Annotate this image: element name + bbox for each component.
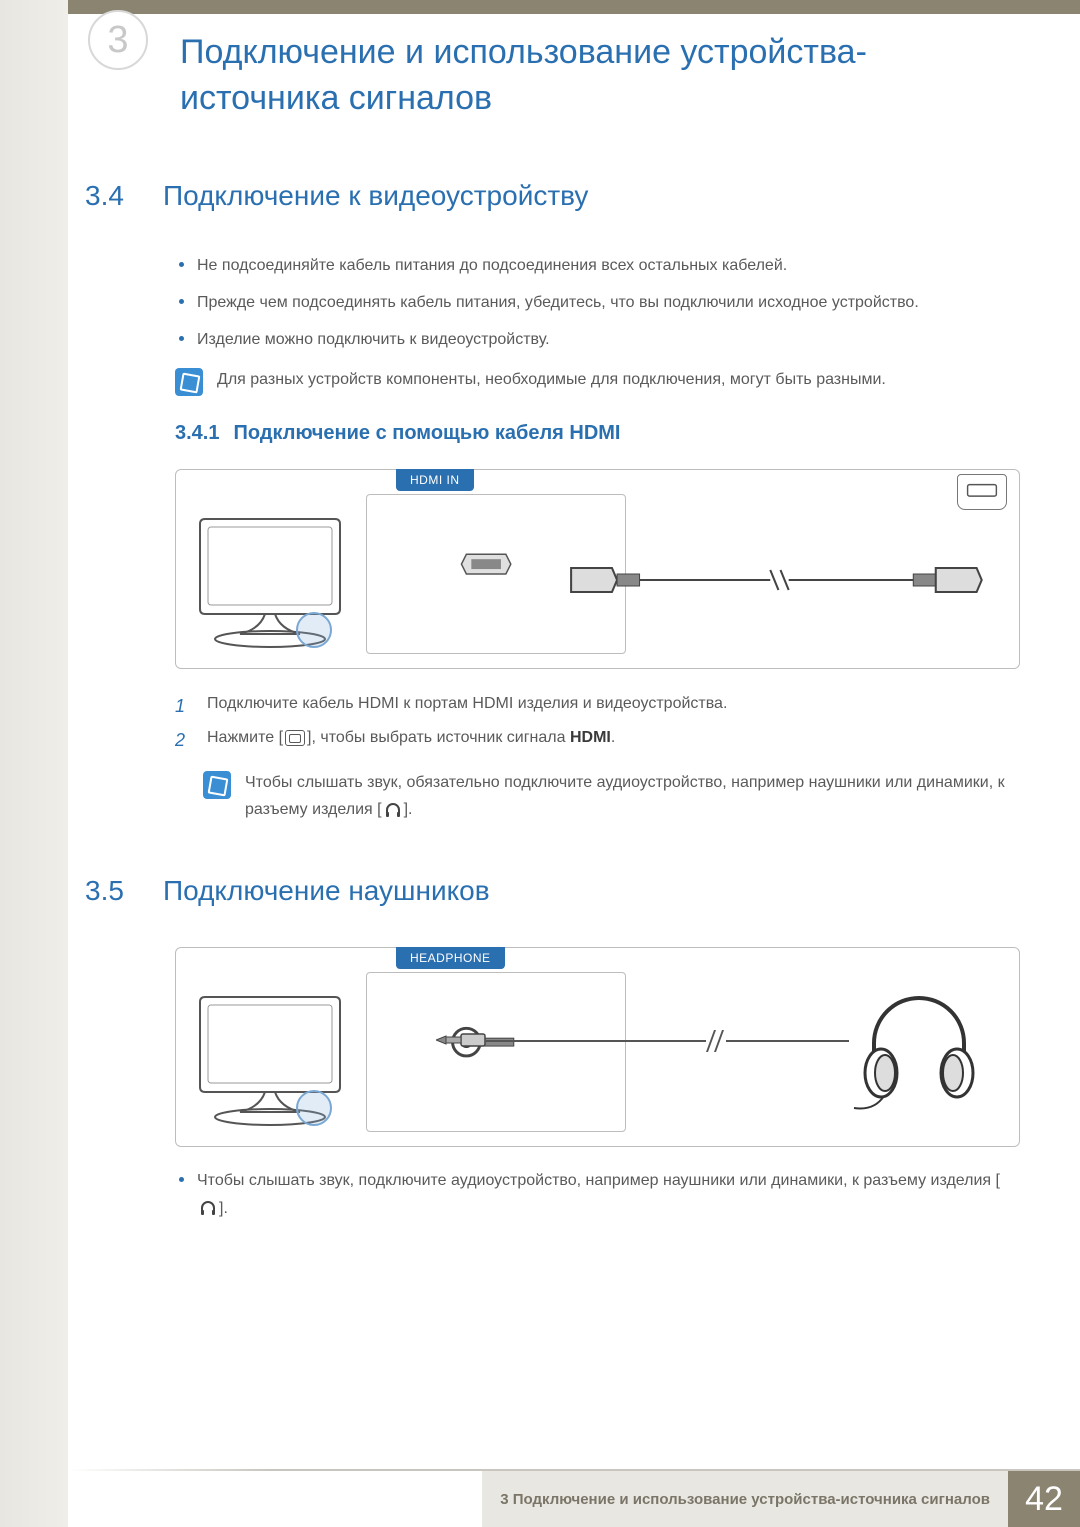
step-number: 2 bbox=[175, 723, 193, 757]
cable-line-icon bbox=[486, 1040, 849, 1042]
text-fragment: ], чтобы выбрать источник сигнала bbox=[307, 729, 570, 746]
step-item: 2 Нажмите [ ], чтобы выбрать источник сиг… bbox=[175, 723, 1020, 757]
note-block: Чтобы слышать звук, обязательно подключи… bbox=[203, 769, 1020, 823]
top-bar bbox=[0, 0, 1080, 14]
text-fragment: . bbox=[611, 729, 615, 746]
port-highlight-icon bbox=[296, 612, 332, 648]
source-device-port-icon bbox=[957, 474, 1007, 510]
cable-break-icon bbox=[706, 1030, 726, 1052]
chapter-title: Подключение и использование устройства-и… bbox=[180, 30, 1020, 122]
section-3-5-bullets: Чтобы слышать звук, подключите аудиоустр… bbox=[175, 1167, 1020, 1221]
audio-jack-icon bbox=[436, 1028, 486, 1052]
note-icon bbox=[175, 368, 203, 396]
note-block: Для разных устройств компоненты, необход… bbox=[175, 366, 1020, 396]
port-label-headphone: HEADPHONE bbox=[396, 947, 505, 969]
text-fragment: ]. bbox=[219, 1200, 228, 1217]
bullet-item: Не подсоединяйте кабель питания до подсо… bbox=[175, 252, 1020, 279]
note-text: Чтобы слышать звук, обязательно подключи… bbox=[245, 769, 1020, 823]
step-item: 1 Подключите кабель HDMI к портам HDMI и… bbox=[175, 689, 1020, 723]
bullet-item: Изделие можно подключить к видеоустройст… bbox=[175, 326, 1020, 353]
page-content: 3.4 Подключение к видеоустройству Не под… bbox=[85, 180, 1020, 1232]
headphone-jack-icon bbox=[199, 1199, 217, 1217]
bullet-item: Чтобы слышать звук, подключите аудиоустр… bbox=[175, 1167, 1020, 1221]
section-number: 3.5 bbox=[85, 875, 141, 907]
section-3-5-heading: 3.5 Подключение наушников bbox=[85, 875, 1020, 907]
footer-text: 3 Подключение и использование устройства… bbox=[482, 1471, 1008, 1527]
text-fragment: ]. bbox=[404, 801, 413, 818]
step-number: 1 bbox=[175, 689, 193, 723]
subsection-number: 3.4.1 bbox=[175, 422, 219, 445]
section-title: Подключение к видеоустройству bbox=[163, 180, 588, 212]
hdmi-steps: 1 Подключите кабель HDMI к портам HDMI и… bbox=[175, 689, 1020, 757]
section-3-4-bullets: Не подсоединяйте кабель питания до подсо… bbox=[175, 252, 1020, 354]
chapter-number-badge: 3 bbox=[88, 10, 148, 70]
note-icon bbox=[203, 771, 231, 799]
hdmi-connection-diagram: HDMI IN bbox=[175, 469, 1020, 669]
text-fragment: Чтобы слышать звук, подключите аудиоустр… bbox=[197, 1172, 1000, 1189]
text-fragment: Нажмите [ bbox=[207, 729, 283, 746]
source-button-icon bbox=[285, 730, 305, 746]
text-fragment: Чтобы слышать звук, обязательно подключи… bbox=[245, 774, 1005, 818]
section-3-4-heading: 3.4 Подключение к видеоустройству bbox=[85, 180, 1020, 212]
note-text: Для разных устройств компоненты, необход… bbox=[217, 366, 1020, 396]
headphone-jack-icon bbox=[384, 801, 402, 819]
headphones-icon bbox=[849, 978, 989, 1118]
headphone-connection-diagram: HEADPHONE bbox=[175, 947, 1020, 1147]
bullet-item: Прежде чем подсоединять кабель питания, … bbox=[175, 289, 1020, 316]
page-footer: 3 Подключение и использование устройства… bbox=[0, 1471, 1080, 1527]
step-text: Нажмите [ ], чтобы выбрать источник сигна… bbox=[207, 723, 615, 757]
left-sidebar bbox=[0, 0, 68, 1527]
subsection-title: Подключение с помощью кабеля HDMI bbox=[233, 422, 620, 445]
hdmi-cable-icon bbox=[566, 550, 995, 610]
section-3-4-1-heading: 3.4.1 Подключение с помощью кабеля HDMI bbox=[175, 422, 1020, 445]
step-text: Подключите кабель HDMI к портам HDMI изд… bbox=[207, 689, 727, 723]
port-label-hdmi: HDMI IN bbox=[396, 469, 474, 491]
section-title: Подключение наушников bbox=[163, 875, 490, 907]
footer-page-number: 42 bbox=[1008, 1471, 1080, 1527]
hdmi-label: HDMI bbox=[570, 729, 611, 746]
port-zoom-panel bbox=[366, 972, 626, 1132]
section-number: 3.4 bbox=[85, 180, 141, 212]
